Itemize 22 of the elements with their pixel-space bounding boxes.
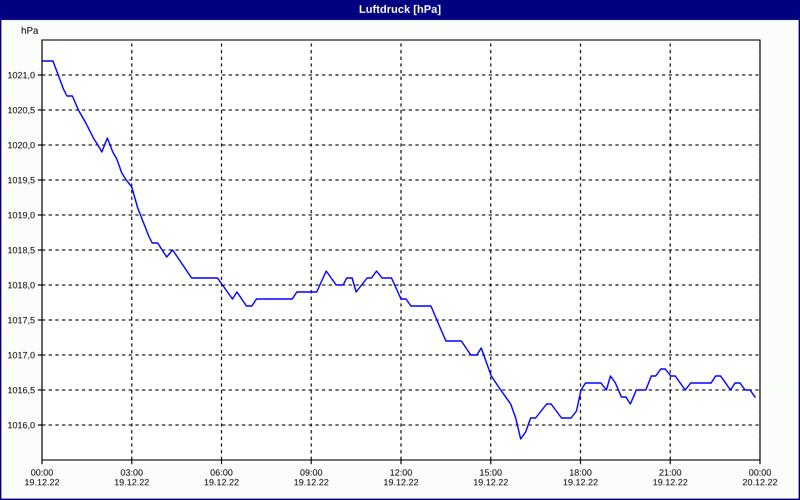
- x-tick-label: 21:00 19.12.22: [653, 469, 688, 486]
- x-tick-label: 09:00 19.12.22: [294, 469, 328, 486]
- x-tick-label: 06:00 19.12.22: [204, 469, 239, 486]
- x-tick-label: 15:00 19.12.22: [474, 469, 508, 486]
- x-tick-label: 00:00 20.12.22: [742, 469, 778, 486]
- y-tick-label: 1016,0: [8, 422, 35, 430]
- x-tick-label: 18:00 19.12.22: [564, 469, 598, 486]
- y-tick-label: 1017,0: [8, 352, 35, 360]
- y-tick-label: 1018,5: [8, 246, 35, 254]
- y-axis-title: hPa: [22, 26, 38, 34]
- x-tick-label: 00:00 19.12.22: [25, 469, 60, 486]
- y-tick-label: 1021,0: [8, 72, 35, 80]
- y-tick-label: 1020,5: [8, 106, 35, 114]
- chart-title: Luftdruck [hPa]: [360, 4, 440, 16]
- y-tick-label: 1019,5: [8, 176, 35, 184]
- y-tick-label: 1019,0: [8, 212, 35, 220]
- x-tick-label: 12:00 19.12.22: [384, 469, 418, 486]
- y-tick-label: 1020,0: [8, 142, 35, 150]
- y-tick-label: 1016,5: [8, 386, 35, 394]
- y-tick-label: 1017,5: [8, 316, 35, 324]
- y-tick-label: 1018,0: [8, 282, 35, 290]
- x-tick-label: 03:00 19.12.22: [114, 469, 149, 486]
